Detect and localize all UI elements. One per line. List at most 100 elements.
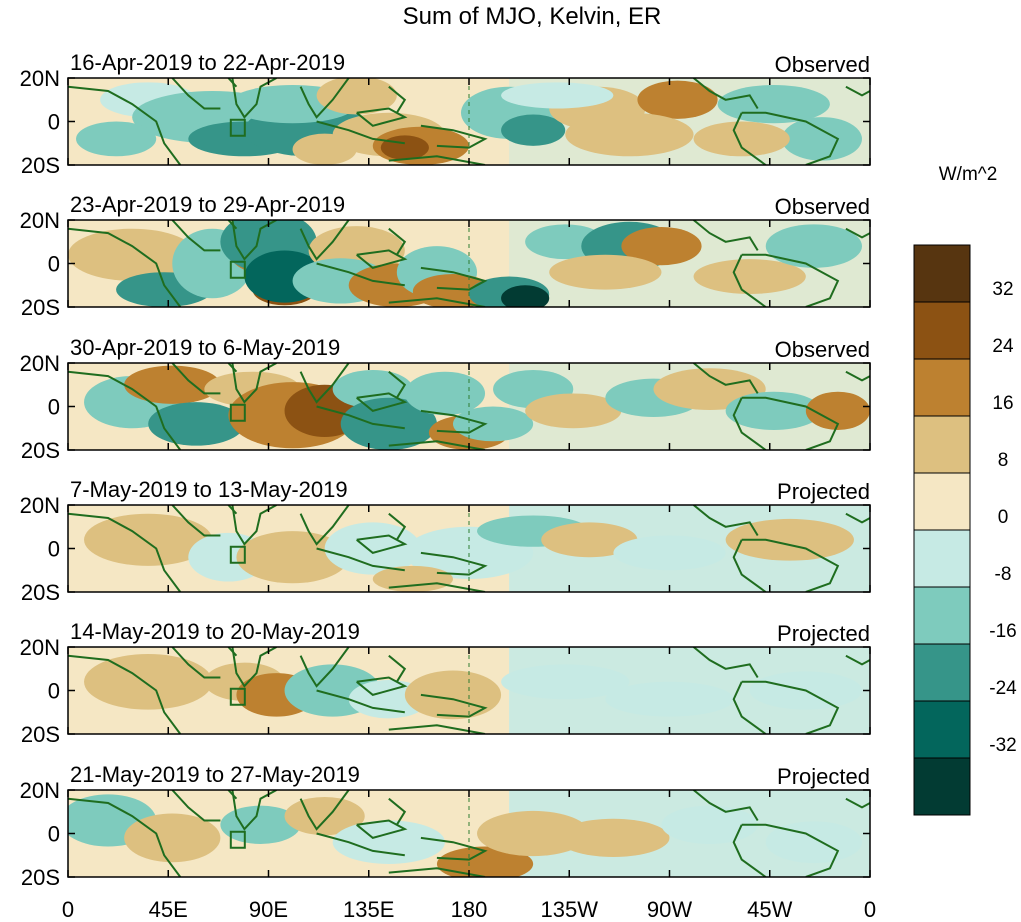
coastline <box>316 832 405 857</box>
anomaly-contour <box>541 522 638 558</box>
coastlines <box>68 78 870 165</box>
colorbar-swatch <box>913 757 971 816</box>
coastline <box>299 505 350 546</box>
map-panel: 20N 0 20S 30-Apr-2019 to 6-May-2019 Observed <box>20 335 871 463</box>
anomaly-field <box>76 78 870 165</box>
anomaly-contour <box>501 82 614 109</box>
lat-tick-label: 0 <box>48 252 60 277</box>
coastline <box>420 551 488 576</box>
coastline <box>420 836 488 861</box>
anomaly-contour <box>76 121 157 157</box>
panel-status: Observed <box>775 337 870 362</box>
lat-tick-label: 20N <box>20 635 60 660</box>
lon-tick-label: 135E <box>343 897 394 922</box>
coastline <box>741 538 840 592</box>
coastline <box>845 370 870 382</box>
anomaly-contour <box>84 513 213 566</box>
coastline <box>68 512 182 592</box>
panel-date-range: 16-Apr-2019 to 22-Apr-2019 <box>70 50 345 75</box>
coastline <box>68 227 182 307</box>
colorbar-swatch <box>913 700 971 759</box>
colorbar-label: -24 <box>989 678 1017 699</box>
panel-status: Observed <box>775 194 870 219</box>
panel-status: Projected <box>777 621 870 646</box>
map-panel: 20N 0 20S 16-Apr-2019 to 22-Apr-2019 Observe… <box>20 50 871 178</box>
coastline <box>356 676 408 697</box>
coastline <box>732 539 767 592</box>
colorbar-label: 32 <box>992 279 1013 300</box>
lon-tick-label: 45W <box>747 897 792 922</box>
region-box <box>229 260 246 279</box>
coastline <box>420 124 488 149</box>
coastline <box>231 78 277 119</box>
lat-tick-label: 20N <box>20 493 60 518</box>
anomaly-contour <box>661 805 758 844</box>
coastline <box>845 512 870 524</box>
coastline <box>388 512 407 541</box>
anomaly-contour <box>501 664 630 700</box>
colorbar-label: -8 <box>995 564 1012 585</box>
coastline <box>692 220 759 251</box>
anomaly-contour <box>637 80 718 119</box>
anomaly-contour <box>404 371 486 416</box>
lat-tick-label: 0 <box>48 537 60 562</box>
lon-tick-label: 180 <box>451 897 488 922</box>
coastline <box>231 647 277 688</box>
anomaly-contour <box>717 84 830 124</box>
anomaly-contour <box>340 397 437 450</box>
map-panel: 20N 0 20S 23-Apr-2019 to 29-Apr-2019 Observe… <box>20 192 871 320</box>
coastline <box>171 363 221 395</box>
anomaly-contour <box>236 531 349 584</box>
coastline <box>845 85 870 97</box>
coastline <box>845 654 870 666</box>
anomaly-contour <box>332 820 445 864</box>
coastline <box>388 797 407 826</box>
panel-date-range: 21-May-2019 to 27-May-2019 <box>70 762 360 787</box>
anomaly-contour <box>725 391 822 430</box>
lat-tick-label: 20S <box>21 438 60 463</box>
coastline <box>299 363 350 404</box>
colorbar-swatch <box>913 415 971 474</box>
colorbar-swatch <box>913 358 971 417</box>
coastline <box>845 227 870 239</box>
panel-date-range: 14-May-2019 to 20-May-2019 <box>70 619 360 644</box>
coastline <box>741 680 840 734</box>
coastline <box>68 654 182 734</box>
anomaly-contour <box>725 518 854 561</box>
anomaly-field <box>68 790 870 877</box>
panel-status: Projected <box>777 479 870 504</box>
anomaly-contour <box>436 846 534 877</box>
coastline <box>299 647 350 688</box>
colorbar-swatch <box>913 244 971 303</box>
region-box <box>229 830 246 849</box>
panel-status: Projected <box>777 764 870 789</box>
anomaly-contour <box>316 78 397 115</box>
anomaly-contour <box>380 135 429 160</box>
region-box <box>229 687 246 706</box>
coastline <box>171 647 221 679</box>
coastline <box>299 220 350 261</box>
lat-tick-label: 0 <box>48 395 60 420</box>
coastline <box>741 111 840 165</box>
coastline <box>68 370 182 450</box>
lat-tick-label: 20S <box>21 865 60 890</box>
map-panel: 20N 0 20S 7-May-2019 to 13-May-2019 Projecte… <box>20 477 871 605</box>
coastline <box>845 797 870 809</box>
coastline <box>732 112 767 165</box>
coastline <box>316 405 405 430</box>
lon-tick-label: 90E <box>249 897 288 922</box>
panel-date-range: 7-May-2019 to 13-May-2019 <box>70 477 348 502</box>
lat-tick-label: 20S <box>21 580 60 605</box>
coastline <box>741 253 840 307</box>
coastline <box>231 363 277 404</box>
coastline <box>356 392 408 413</box>
anomaly-contour <box>621 226 702 266</box>
anomaly-contour <box>220 805 301 844</box>
anomaly-contour <box>84 653 213 710</box>
coastline <box>692 790 759 822</box>
coastline <box>356 249 408 270</box>
anomaly-contour <box>501 285 550 307</box>
anomaly-contour <box>124 365 221 404</box>
colorbar-label: 16 <box>992 393 1013 414</box>
